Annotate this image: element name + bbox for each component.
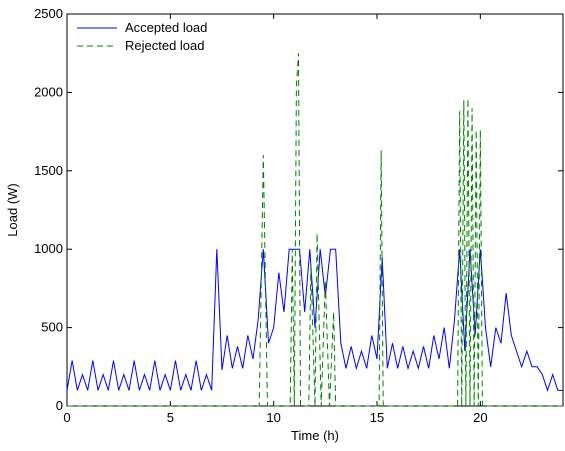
x-tick-label: 5 [167, 410, 174, 425]
axes-box [66, 13, 564, 407]
data-line [66, 248, 563, 392]
y-tick-label: 2000 [34, 84, 63, 99]
x-tick-label: 0 [63, 410, 70, 425]
x-axis-label: Time (h) [291, 428, 339, 443]
y-tick-label: 500 [41, 320, 63, 335]
y-tick-label: 1500 [34, 163, 63, 178]
data-line [67, 53, 563, 407]
legend-label: Accepted load [125, 20, 207, 35]
y-tick-label: 2500 [34, 6, 63, 21]
x-tick-label: 20 [473, 410, 487, 425]
y-tick-label: 1000 [34, 241, 63, 256]
x-tick-label: 15 [370, 410, 384, 425]
y-tick-label: 0 [56, 398, 63, 413]
x-tick-label: 10 [266, 410, 280, 425]
y-axis-label: Load (W) [5, 183, 20, 236]
legend-label: Rejected load [125, 38, 205, 53]
